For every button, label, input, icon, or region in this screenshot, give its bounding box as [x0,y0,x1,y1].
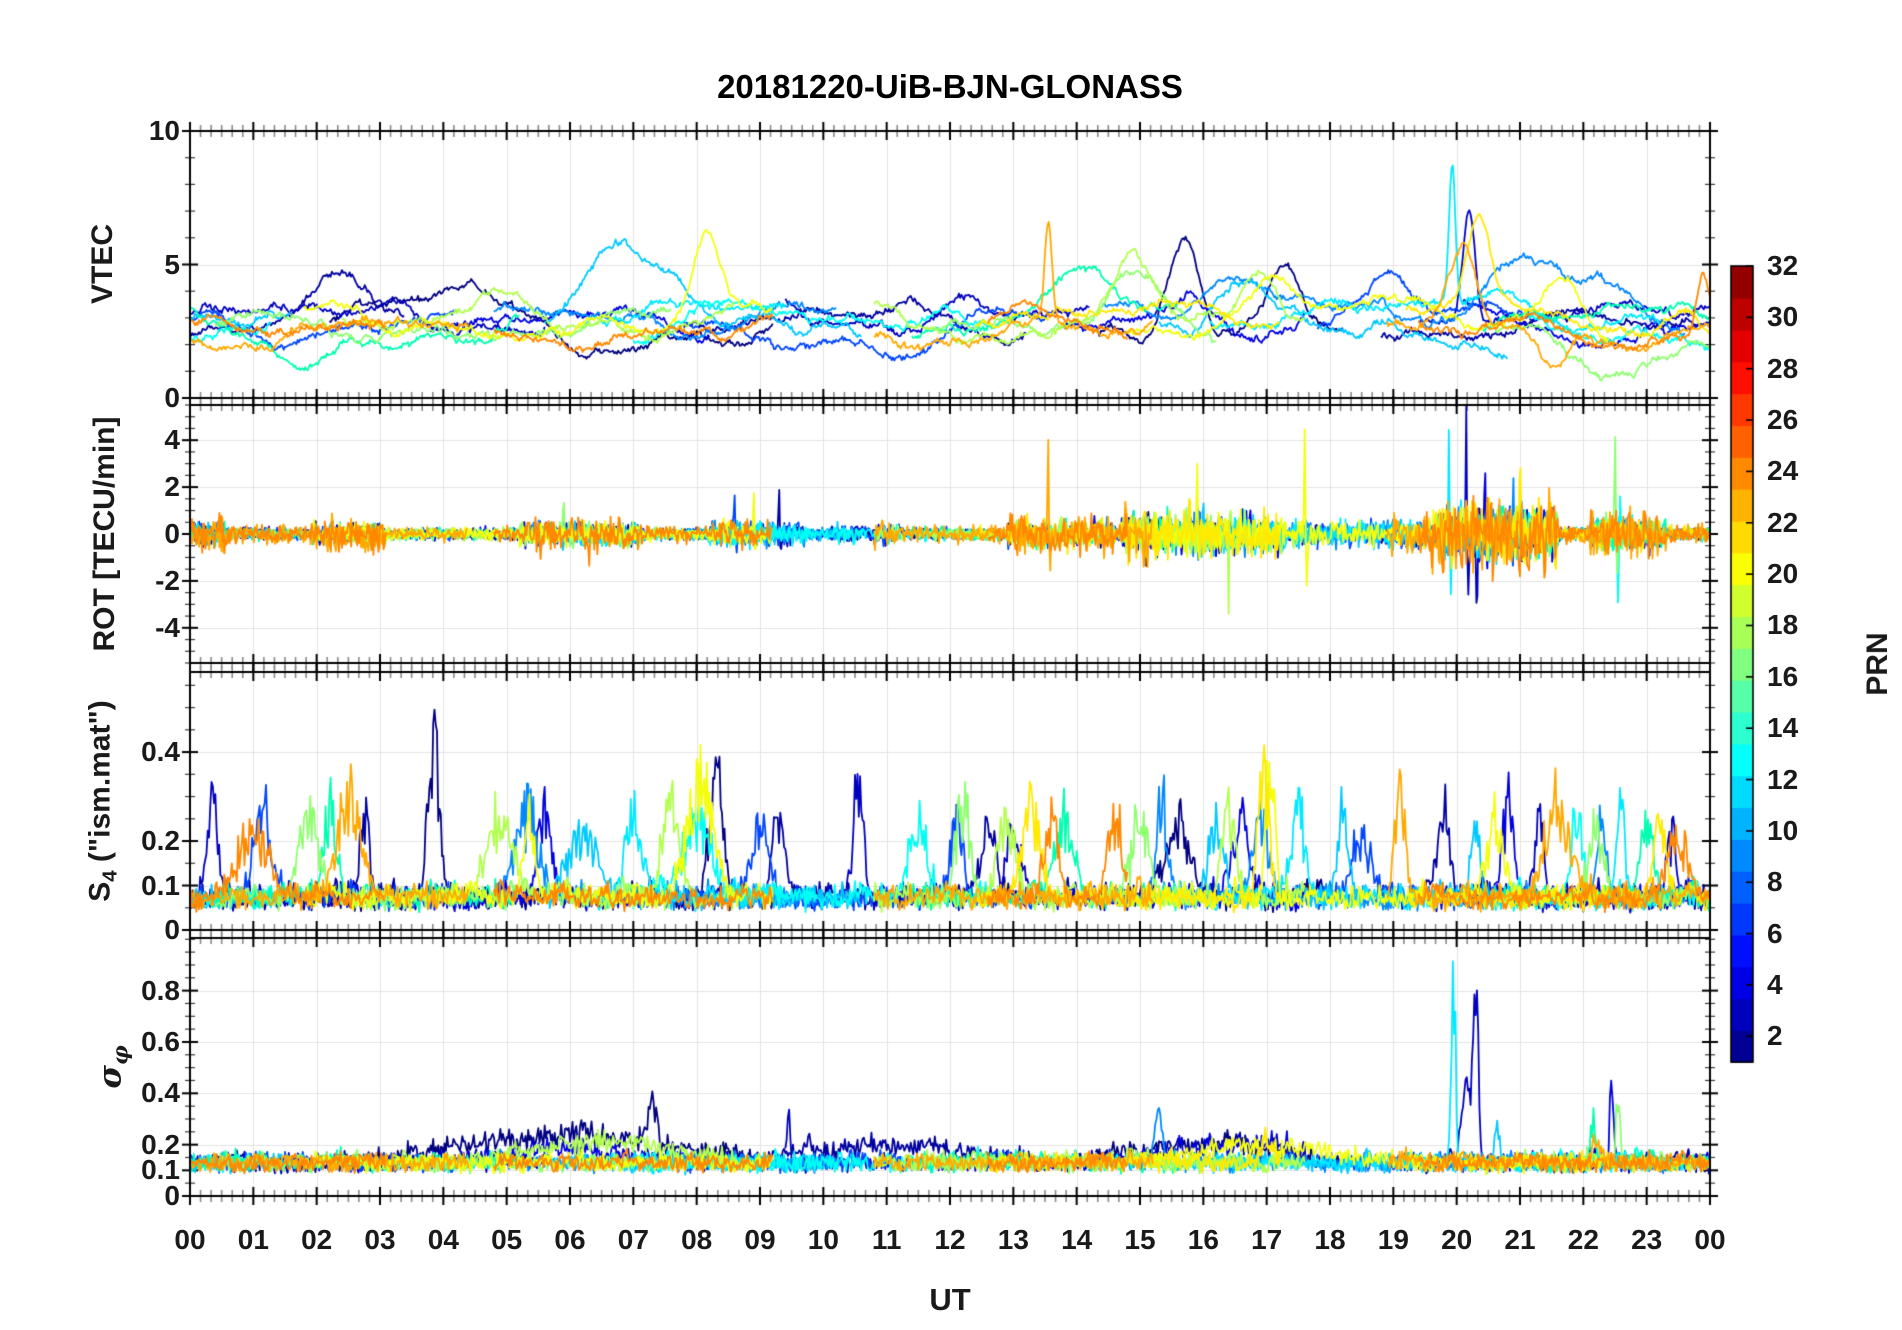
y-axis-label-s4: S4 ("ism.mat") [84,700,123,902]
x-axis-label: UT [929,1282,971,1317]
colorbar-tick-label: 24 [1767,455,1799,487]
colorbar-tick-label: 26 [1767,404,1799,436]
x-tick-label: 00 [174,1224,206,1255]
colorbar-tick-label: 30 [1767,301,1799,333]
y-axis-label-vtec-text: VTEC [86,223,119,305]
y-tick-label: 10 [148,115,180,146]
x-tick-label: 14 [1061,1224,1093,1255]
x-tick-label: 08 [681,1224,713,1255]
y-tick-label: 4 [164,424,180,456]
y-axis-label-sigma-phi: σφ [90,1045,133,1088]
y-axis-label-sigma: σ [90,1065,129,1089]
colorbar-tick-label: 10 [1767,814,1799,846]
x-tick-label: 15 [1124,1224,1156,1255]
colorbar-tick-label: 18 [1767,609,1799,641]
y-tick-label: 2 [164,471,180,503]
x-tick-label: 16 [1187,1224,1219,1255]
colorbar-tick-label: 2 [1767,1020,1783,1052]
colorbar-tick-label: 8 [1767,866,1783,898]
x-tick-label: 06 [554,1224,586,1255]
y-tick-label: 0 [164,914,180,945]
x-tick-label: 22 [1567,1224,1599,1255]
y-tick-label: 0.4 [141,1077,180,1109]
y-tick-label: 0.4 [141,736,180,768]
y-axis-label-s4-sub: 4 [99,870,122,882]
x-tick-label: 02 [301,1224,333,1255]
y-tick-label: 0.1 [141,869,180,901]
colorbar-label: PRN [1861,632,1894,696]
x-tick-label: 17 [1251,1224,1283,1255]
x-tick-label: 07 [617,1224,649,1255]
y-axis-label-rot: ROT [TECU/min] [88,417,122,652]
x-tick-label: 19 [1377,1224,1409,1255]
x-tick-label: 20 [1441,1224,1473,1255]
x-tick-label: 00 [1694,1224,1726,1255]
y-axis-label-vtec: VTEC [86,224,120,304]
x-tick-label: 01 [237,1224,269,1255]
colorbar-tick-label: 16 [1767,660,1799,692]
y-tick-label: 0.1 [141,1154,180,1186]
y-tick-label: 0 [164,518,180,549]
colorbar-tick-label: 28 [1767,352,1799,384]
colorbar-tick-label: 14 [1767,712,1799,744]
x-tick-label: 11 [871,1224,902,1255]
colorbar-tick-label: 6 [1767,917,1783,949]
y-tick-label: 5 [164,248,180,280]
colorbar-tick-label: 12 [1767,763,1799,795]
y-tick-label: 0.8 [141,974,180,1006]
x-tick-label: 21 [1504,1224,1536,1255]
x-tick-label: 10 [807,1224,839,1255]
y-tick-label: 0.2 [141,1128,180,1160]
colorbar-tick-label: 4 [1767,968,1783,1000]
y-tick-label: -2 [155,564,180,596]
x-tick-label: 03 [364,1224,396,1255]
colorbar-tick-label: 20 [1767,558,1799,590]
x-tick-label: 12 [934,1224,966,1255]
x-tick-label: 13 [997,1224,1029,1255]
y-axis-label-phi: φ [108,1045,134,1066]
x-tick-label: 23 [1631,1224,1663,1255]
y-tick-label: 0.6 [141,1025,180,1057]
colorbar-tick-label: 32 [1767,250,1799,281]
y-axis-label-s4-pre: S [83,881,117,902]
chart-title: 20181220-UiB-BJN-GLONASS [717,68,1183,105]
y-tick-label: 0.2 [141,825,180,857]
x-tick-label: 09 [744,1224,776,1255]
y-tick-label: 0 [164,1180,180,1211]
x-tick-label: 05 [491,1224,523,1255]
x-tick-label: 04 [427,1224,459,1255]
y-tick-label: -4 [155,611,180,643]
x-tick-label: 18 [1314,1224,1346,1255]
y-axis-label-s4-post: ("ism.mat") [83,700,117,871]
y-axis-label-rot-text: ROT [TECU/min] [88,416,121,652]
y-tick-label: 0 [164,382,180,413]
colorbar-tick-label: 22 [1767,506,1799,538]
